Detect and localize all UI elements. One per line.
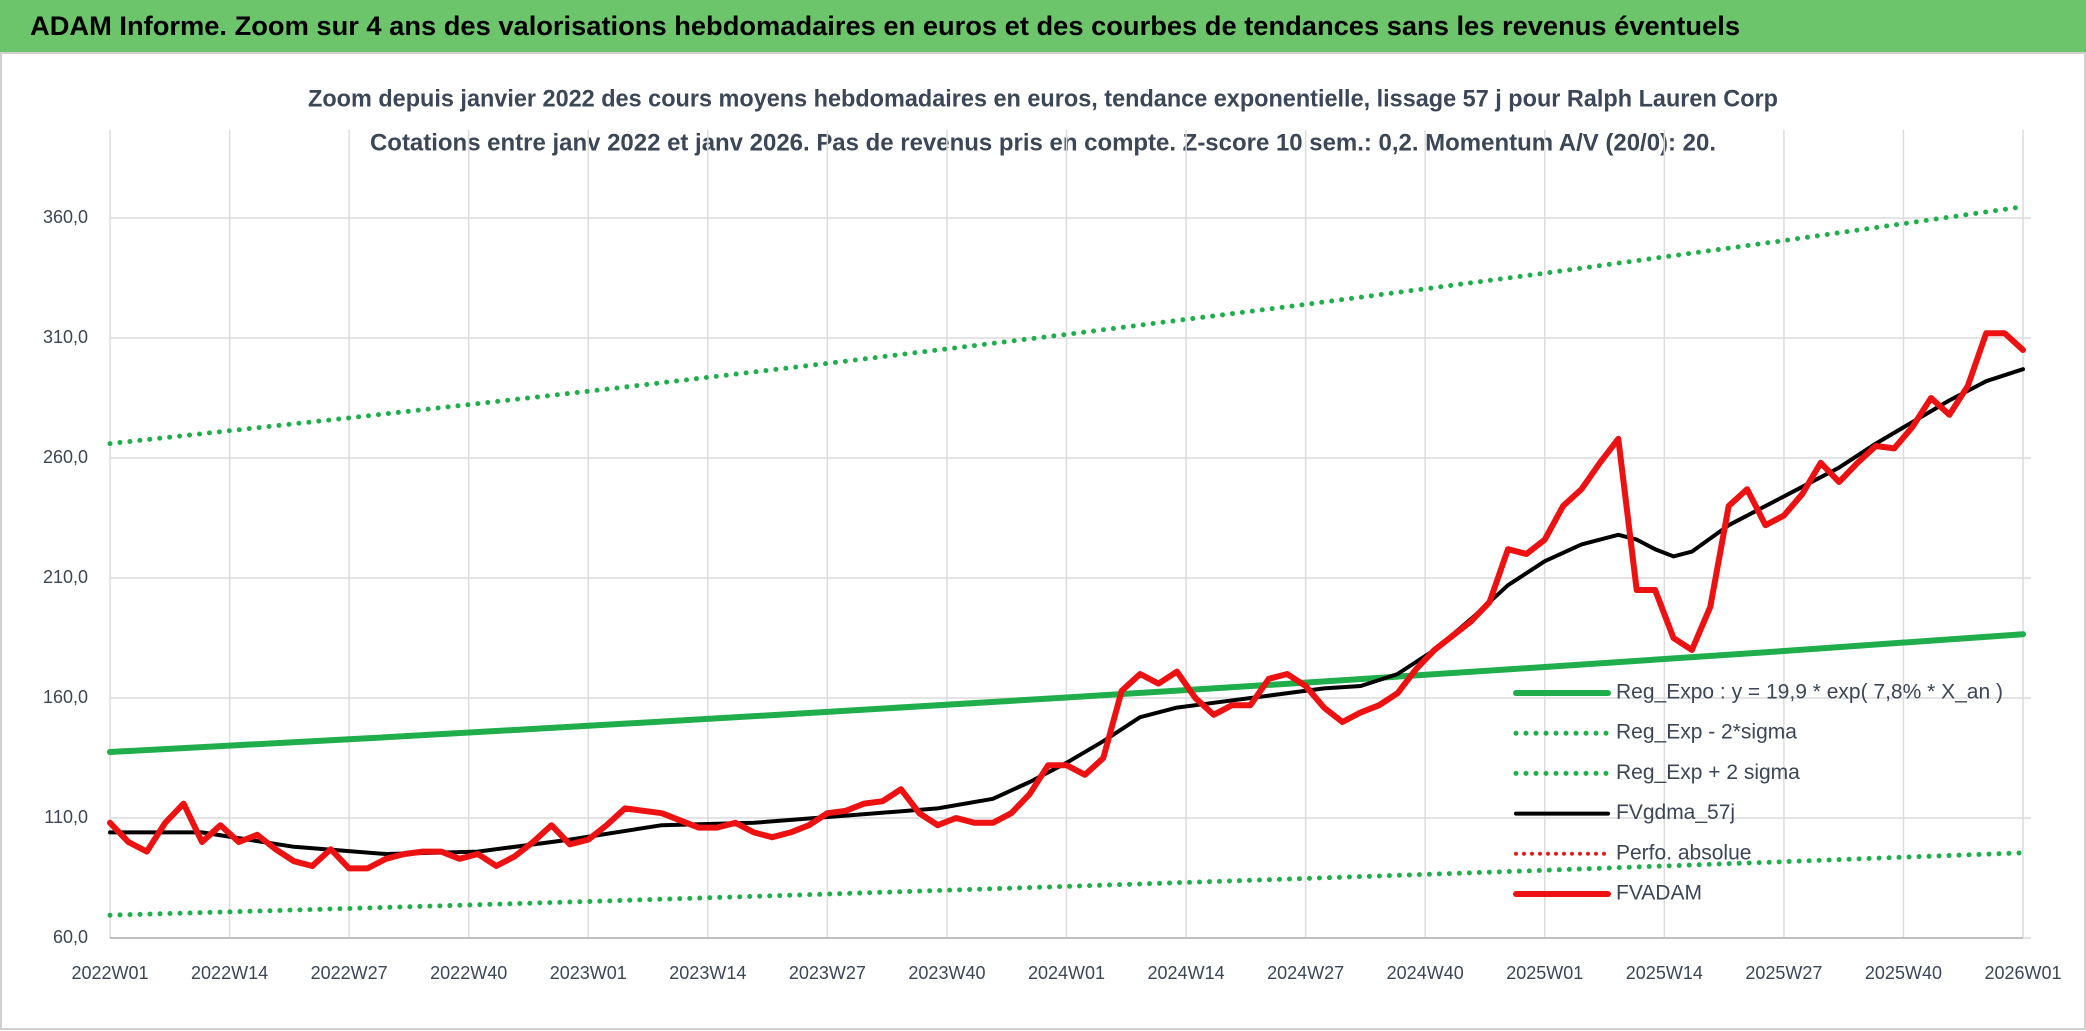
x-tick-label: 2022W14 [191,963,268,983]
header-bar [0,0,2086,53]
chart-subtitle: Cotations entre janv 2022 et janv 2026. … [370,129,1716,156]
x-tick-label: 2024W14 [1148,963,1225,983]
x-tick-label: 2022W40 [430,963,507,983]
x-tick-label: 2023W27 [789,963,866,983]
legend-label: Reg_Exp - 2*sigma [1616,721,1797,744]
x-tick-label: 2026W01 [1984,963,2061,983]
page-title: ADAM Informe. Zoom sur 4 ans des valoris… [30,11,1740,41]
series-line [107,204,2026,447]
y-tick-label: 160,0 [43,687,88,707]
series-line [107,631,2026,755]
x-tick-label: 2022W27 [311,963,388,983]
y-tick-label: 310,0 [43,327,88,347]
x-tick-label: 2025W40 [1865,963,1942,983]
x-tick-label: 2023W01 [550,963,627,983]
legend-label: FVgdma_57j [1616,801,1735,824]
y-tick-label: 110,0 [44,807,88,827]
legend-label: Reg_Expo : y = 19,9 * exp( 7,8% * X_an ) [1616,681,2003,704]
legend-label: Reg_Exp + 2 sigma [1616,761,1800,784]
x-tick-label: 2024W40 [1387,963,1464,983]
x-tick-label: 2025W01 [1506,963,1583,983]
x-tick-label: 2024W01 [1028,963,1105,983]
y-tick-label: 210,0 [43,567,88,587]
x-tick-label: 2025W27 [1745,963,1822,983]
x-tick-label: 2024W27 [1267,963,1344,983]
legend-label: FVADAM [1616,882,1702,905]
series-line [107,850,2026,918]
x-tick-label: 2022W01 [71,963,148,983]
series-line [107,330,2026,872]
y-tick-label: 260,0 [43,447,88,467]
legend-label: Perfo. absolue [1616,841,1751,864]
x-tick-label: 2023W40 [908,963,985,983]
y-tick-label: 60,0 [53,927,88,947]
x-tick-label: 2025W14 [1626,963,1703,983]
y-tick-label: 360,0 [43,207,88,227]
chart-frame [0,52,2086,1030]
chart-title: Zoom depuis janvier 2022 des cours moyen… [308,85,1778,112]
x-tick-label: 2023W14 [669,963,746,983]
series-line [108,367,2025,856]
